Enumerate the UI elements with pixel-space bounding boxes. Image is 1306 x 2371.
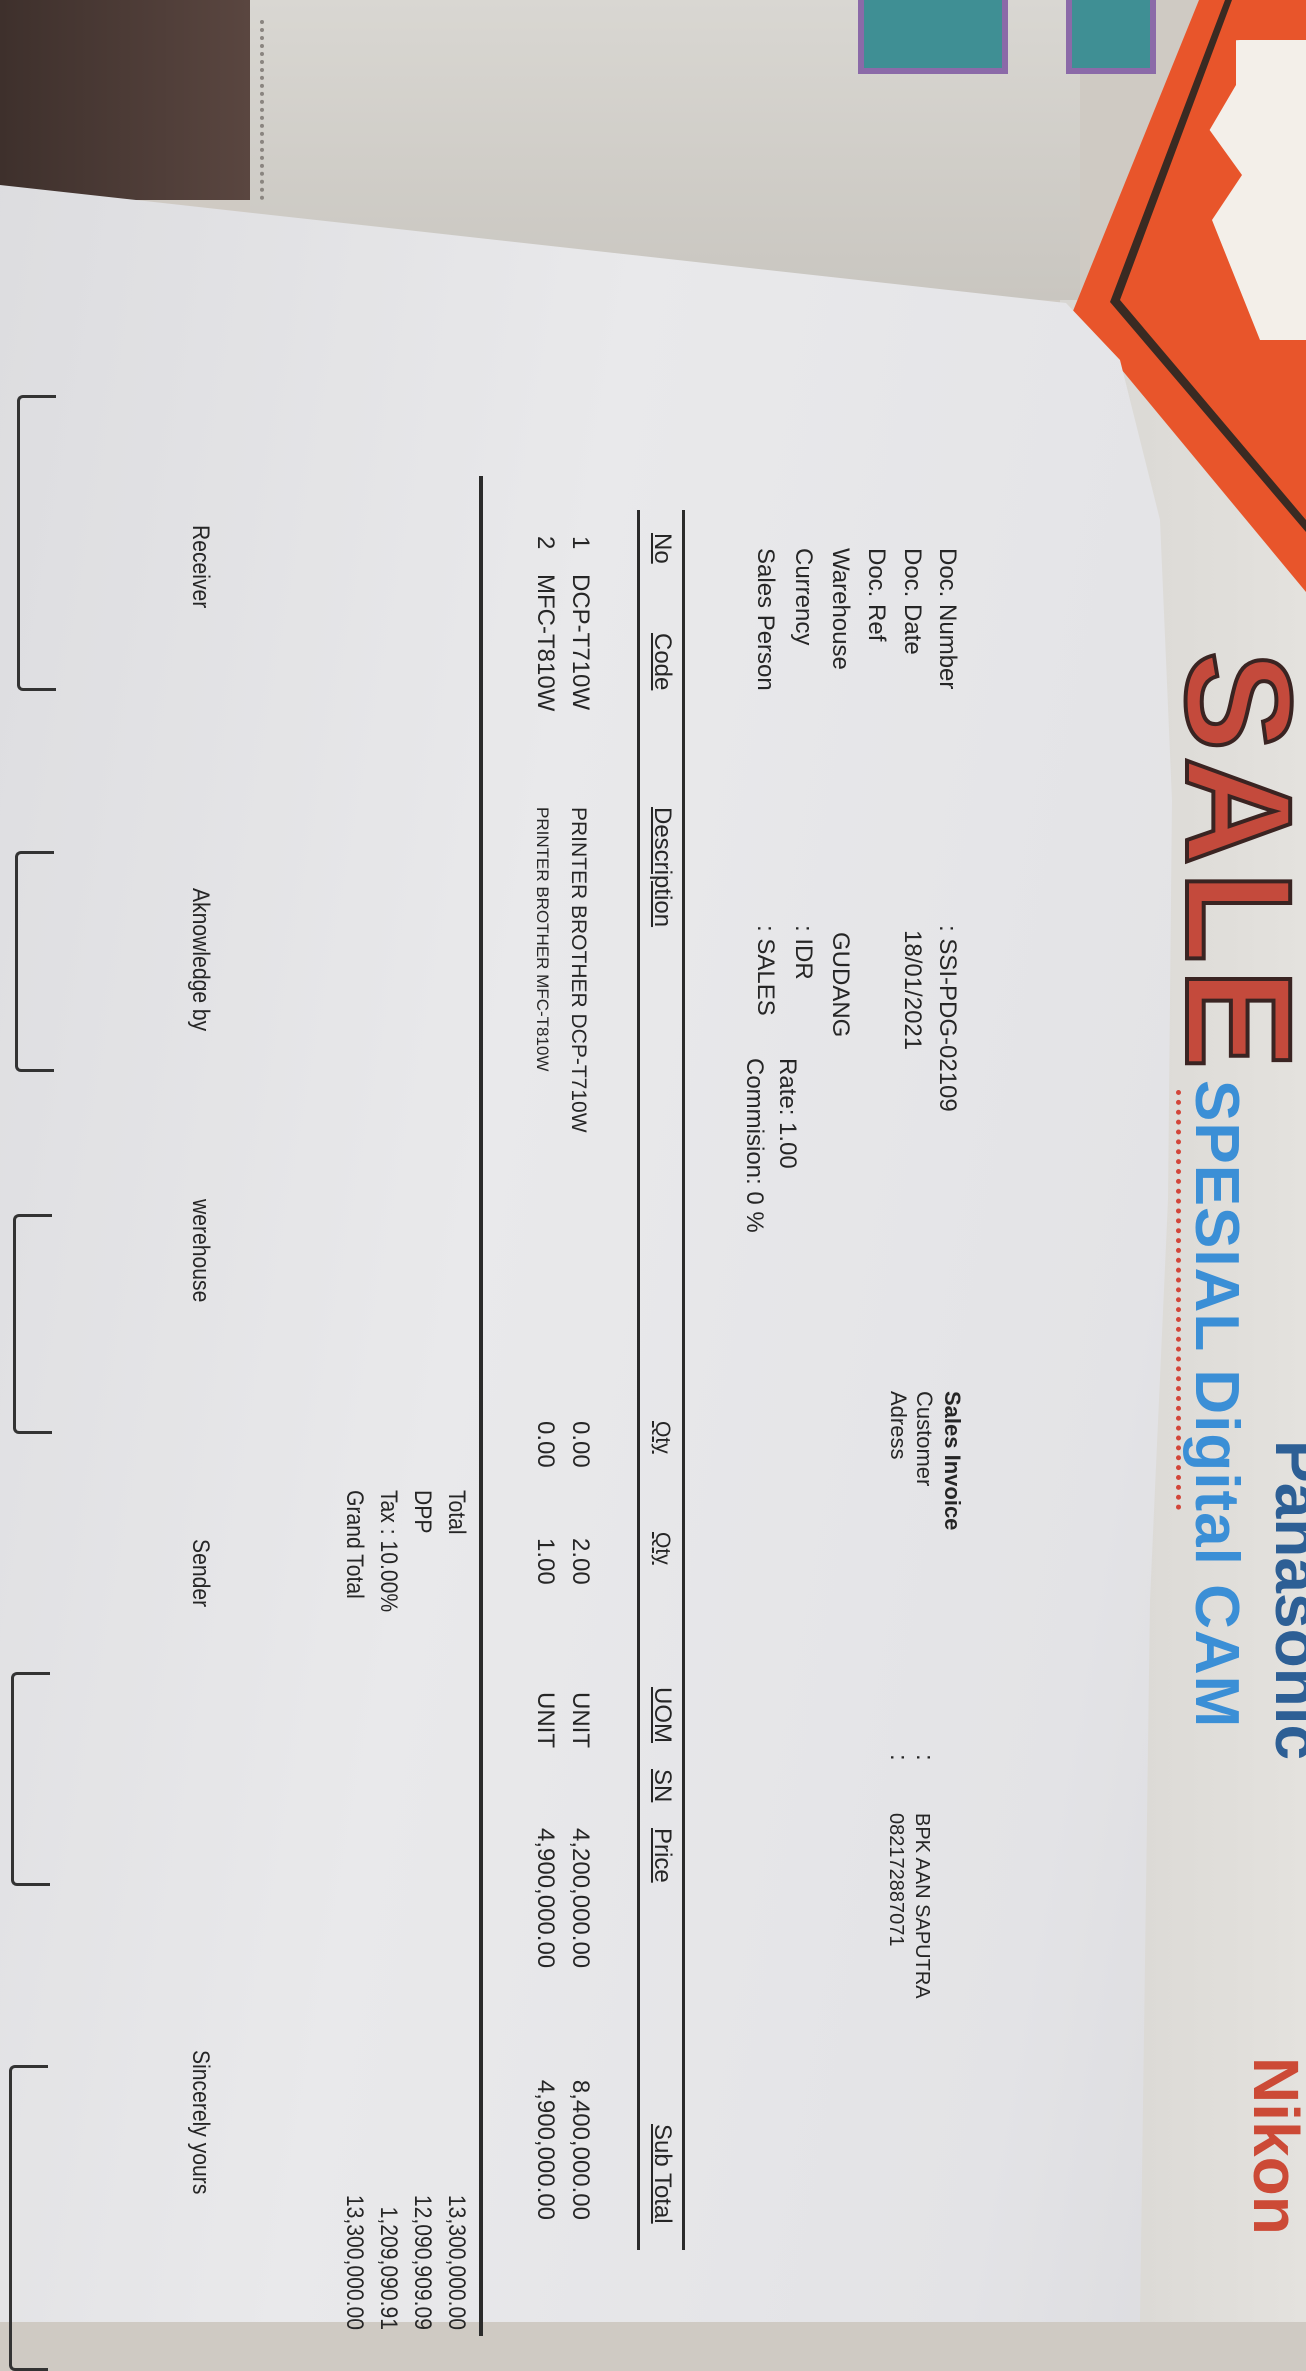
column-header-no: No xyxy=(649,533,676,564)
signature-sender: Sender xyxy=(187,1539,214,1608)
doc-number-value: : SSI-PDG-02109 xyxy=(934,925,961,1112)
column-header-code: Code xyxy=(649,633,676,691)
customer-colon: : xyxy=(911,1754,938,1761)
total-value: 13,300,000.00 xyxy=(443,2194,470,2330)
commission-value: Commision: 0 % xyxy=(741,1058,768,1233)
column-header-price: Price xyxy=(649,1828,676,1883)
invoice-paper xyxy=(0,185,1172,2322)
signature-acknowledge: Aknowledge by xyxy=(187,888,214,1032)
address-value: 082172887071 xyxy=(885,1813,907,1947)
doc-ref-label: Doc. Ref xyxy=(863,548,890,642)
row-qty: 0.00 xyxy=(567,1421,594,1468)
dpp-value: 12,090,909.09 xyxy=(409,2194,436,2330)
grand-total-label: Grand Total xyxy=(341,1490,368,1599)
table-bottom-rule xyxy=(479,476,483,2336)
column-header-description: Description xyxy=(649,807,676,928)
doc-number-label: Doc. Number xyxy=(934,548,961,690)
row-qty-2: 1.00 xyxy=(532,1538,559,1585)
perforation-dots xyxy=(260,20,284,200)
sales-person-label: Sales Person xyxy=(752,548,779,691)
row-price: 4,900,000.00 xyxy=(532,1828,559,1969)
table-top-rule xyxy=(682,510,685,2250)
warehouse-value: GUDANG xyxy=(827,932,854,1038)
row-uom: UNIT xyxy=(532,1692,559,1748)
customer-label: Customer xyxy=(912,1391,937,1487)
doc-date-label: Doc. Date xyxy=(899,548,926,655)
warehouse-label: Warehouse xyxy=(827,548,854,670)
table-surface xyxy=(0,0,250,200)
row-qty: 0.00 xyxy=(532,1421,559,1468)
signature-box xyxy=(17,395,56,691)
invoice-document: Doc. Number : SSI-PDG-02109 Doc. Date 18… xyxy=(9,395,965,2371)
decorative-square xyxy=(1066,0,1156,74)
row-description: PRINTER BROTHER MFC-T810W xyxy=(533,807,552,1072)
currency-label: Currency xyxy=(790,548,817,646)
address-colon: : xyxy=(885,1754,912,1761)
row-subtotal: 8,400,000.00 xyxy=(567,2079,594,2220)
row-no: 1 xyxy=(567,536,594,550)
signature-box xyxy=(9,2065,48,2371)
grand-total-value: 13,300,000.00 xyxy=(341,2194,368,2330)
row-qty-2: 2.00 xyxy=(567,1538,594,1585)
signature-box xyxy=(11,1672,50,1886)
currency-value: : IDR xyxy=(790,925,817,980)
column-header-qty: Qty xyxy=(651,1421,674,1454)
dpp-label: DPP xyxy=(409,1490,436,1534)
signature-receiver: Receiver xyxy=(187,525,214,609)
column-header-sn: SN xyxy=(649,1769,676,1803)
column-header-qty-2: Qty xyxy=(651,1532,674,1565)
row-description: PRINTER BROTHER DCP-T710W xyxy=(567,807,590,1133)
address-label: Adress xyxy=(886,1391,911,1460)
signature-sincerely: Sincerely yours xyxy=(187,2050,214,2195)
row-subtotal: 4,900,000.00 xyxy=(532,2079,559,2220)
column-header-uom: UOM xyxy=(649,1687,676,1743)
sales-person-value: : SALES xyxy=(752,925,779,1016)
tax-label: Tax : 10.00% xyxy=(375,1490,402,1613)
signature-box xyxy=(13,1214,52,1434)
document-title: Sales Invoice xyxy=(940,1391,965,1531)
row-uom: UNIT xyxy=(567,1692,594,1748)
customer-value: BPK AAN SAPUTRA xyxy=(911,1813,933,1999)
column-header-subtotal: Sub Total xyxy=(649,2124,676,2224)
signature-box xyxy=(15,851,54,1072)
table-header-rule xyxy=(637,510,640,2250)
doc-date-value: 18/01/2021 xyxy=(899,930,926,1051)
row-code: MFC-T810W xyxy=(532,574,559,712)
row-code: DCP-T710W xyxy=(567,574,594,711)
row-no: 2 xyxy=(532,536,559,550)
total-label: Total xyxy=(443,1490,470,1535)
decorative-square xyxy=(858,0,1008,74)
row-price: 4,200,000.00 xyxy=(567,1828,594,1969)
currency-rate: Rate: 1.00 xyxy=(774,1058,801,1169)
tax-value: 1,209,090.91 xyxy=(375,2206,402,2330)
signature-warehouse: werehouse xyxy=(187,1199,214,1303)
